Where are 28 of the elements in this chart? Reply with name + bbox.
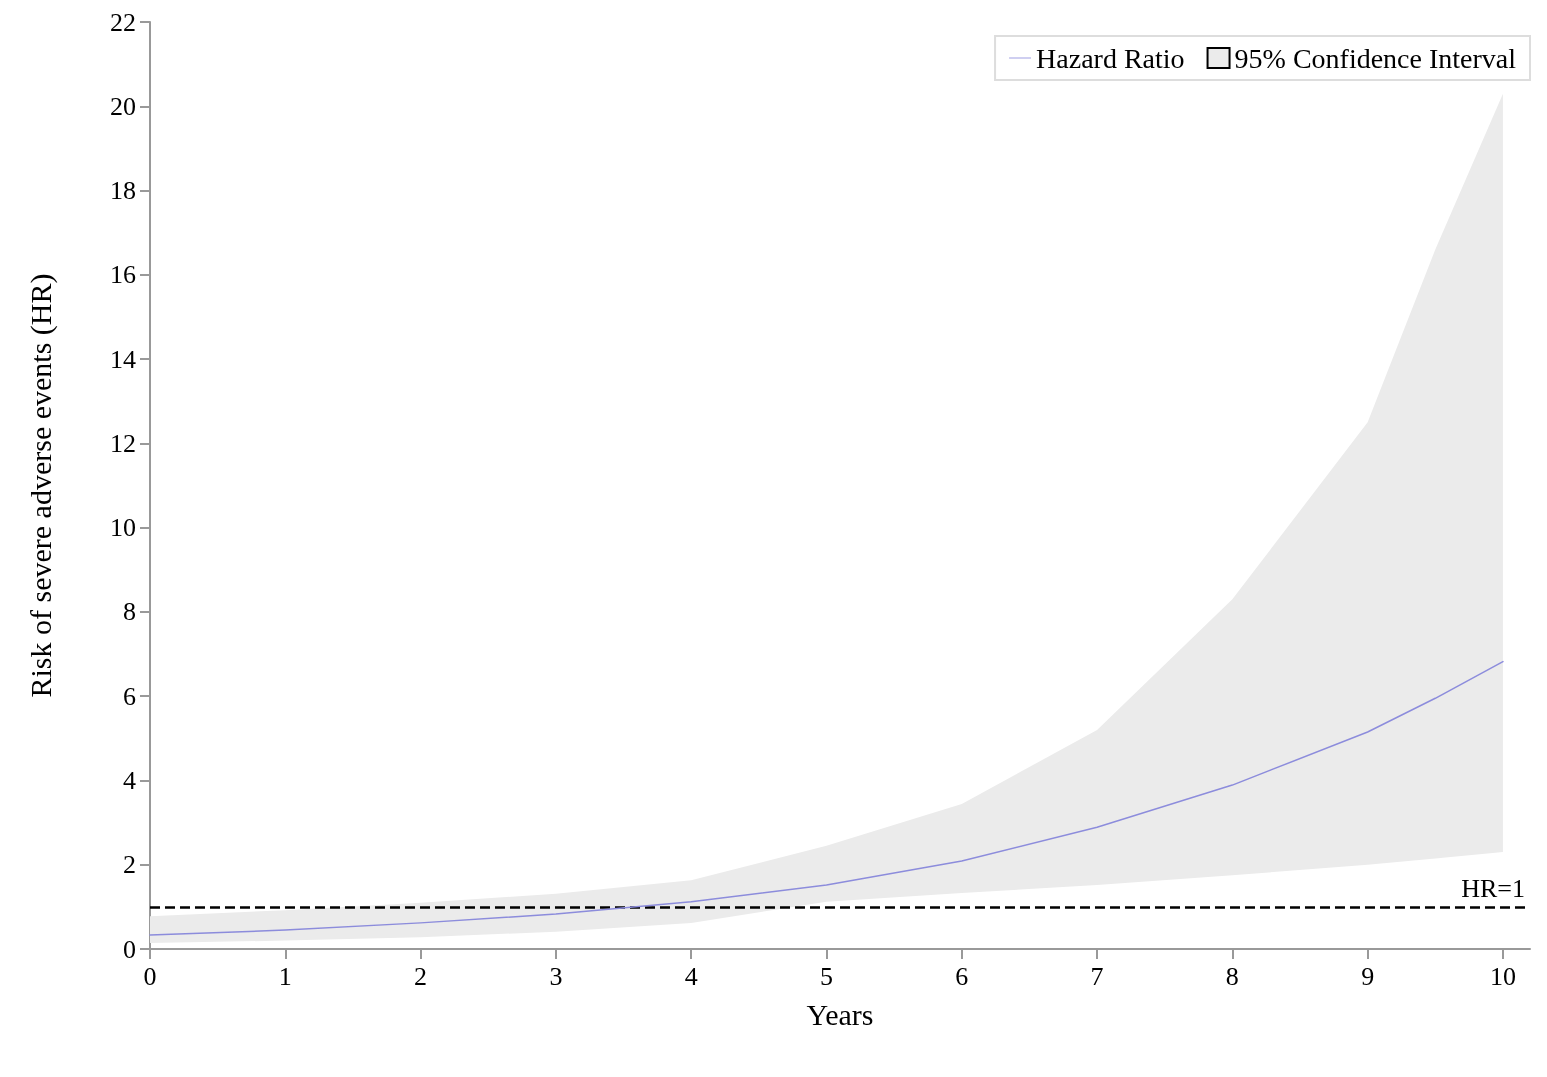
x-tick-label: 10 — [1489, 961, 1516, 991]
y-tick-label: 8 — [123, 597, 136, 627]
y-tick-label: 20 — [110, 91, 136, 121]
y-axis-title: Risk of severe adverse events (HR) — [23, 273, 58, 698]
y-tick-label: 2 — [123, 850, 136, 880]
legend-label: Hazard Ratio — [1036, 42, 1185, 74]
x-tick-label: 4 — [684, 961, 698, 991]
x-tick-label: 8 — [1225, 961, 1239, 991]
y-tick-label: 12 — [110, 428, 136, 458]
ref-line-label: HR=1 — [1461, 874, 1525, 904]
y-tick-label: 16 — [110, 260, 136, 290]
x-tick-label: 9 — [1361, 961, 1375, 991]
x-tick-label: 0 — [143, 961, 157, 991]
y-tick-label: 0 — [123, 934, 136, 964]
y-tick-label: 6 — [123, 681, 136, 711]
x-tick-label: 2 — [414, 961, 428, 991]
y-tick-label: 4 — [123, 765, 136, 795]
legend-label: 95% Confidence Interval — [1234, 42, 1517, 74]
x-tick-label: 5 — [819, 961, 833, 991]
x-tick-label: 3 — [549, 961, 563, 991]
x-tick-label: 6 — [955, 961, 969, 991]
y-tick-label: 14 — [110, 344, 136, 374]
y-tick-label: 10 — [110, 513, 136, 543]
y-tick-label: 22 — [110, 7, 136, 37]
x-tick-label: 7 — [1090, 961, 1104, 991]
x-tick-label: 1 — [278, 961, 292, 991]
y-tick-label: 18 — [110, 176, 136, 206]
x-axis-title: Years — [806, 997, 874, 1031]
